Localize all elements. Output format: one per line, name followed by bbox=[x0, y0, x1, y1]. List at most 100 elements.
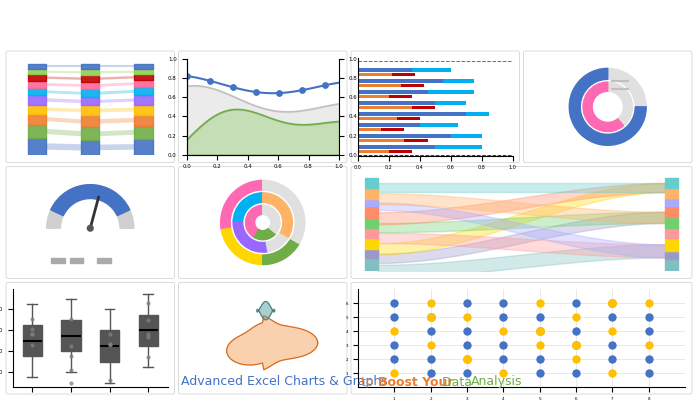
Wedge shape bbox=[262, 239, 299, 264]
Point bbox=[104, 341, 115, 347]
Text: Boost Your: Boost Your bbox=[378, 376, 458, 388]
Point bbox=[274, 90, 285, 96]
Bar bbox=[28, 69, 46, 74]
Point bbox=[570, 342, 581, 348]
Bar bbox=[404, 139, 427, 142]
Bar bbox=[358, 101, 436, 105]
Point bbox=[27, 331, 38, 337]
Point bbox=[607, 356, 618, 362]
Point bbox=[66, 366, 77, 373]
FancyBboxPatch shape bbox=[179, 167, 347, 278]
Point bbox=[142, 354, 154, 360]
PathPatch shape bbox=[61, 320, 80, 351]
Polygon shape bbox=[227, 316, 318, 370]
Bar bbox=[364, 188, 378, 199]
Wedge shape bbox=[583, 82, 623, 132]
Bar bbox=[81, 82, 99, 89]
Bar bbox=[28, 104, 46, 114]
Text: Analysis: Analysis bbox=[470, 376, 522, 388]
Point bbox=[320, 82, 331, 88]
Point bbox=[204, 78, 215, 84]
Point bbox=[142, 334, 154, 340]
Point bbox=[534, 328, 545, 334]
FancyBboxPatch shape bbox=[179, 282, 347, 394]
Point bbox=[570, 328, 581, 334]
FancyBboxPatch shape bbox=[6, 282, 174, 394]
Text: to: to bbox=[361, 376, 377, 388]
Bar bbox=[358, 106, 412, 109]
Point bbox=[389, 314, 400, 320]
Bar bbox=[389, 150, 412, 153]
Bar bbox=[81, 69, 99, 76]
Bar bbox=[412, 68, 451, 72]
FancyBboxPatch shape bbox=[351, 282, 692, 394]
Point bbox=[425, 314, 436, 320]
Bar bbox=[451, 134, 482, 138]
Wedge shape bbox=[262, 193, 292, 237]
Bar bbox=[135, 126, 153, 139]
Point bbox=[297, 87, 308, 93]
Point bbox=[66, 352, 77, 359]
Point bbox=[142, 316, 154, 323]
Bar bbox=[70, 258, 83, 263]
Point bbox=[104, 330, 115, 337]
Bar bbox=[358, 90, 427, 94]
Bar bbox=[358, 150, 389, 153]
Point bbox=[643, 370, 654, 376]
Circle shape bbox=[256, 216, 269, 229]
Point bbox=[66, 379, 77, 386]
Point bbox=[142, 300, 154, 306]
Bar bbox=[412, 106, 436, 109]
Wedge shape bbox=[570, 68, 646, 145]
Point bbox=[227, 84, 238, 90]
Point bbox=[142, 330, 154, 337]
Bar bbox=[97, 258, 111, 263]
Wedge shape bbox=[254, 228, 276, 240]
Point bbox=[425, 356, 436, 362]
Point bbox=[425, 328, 436, 334]
Point bbox=[534, 314, 545, 320]
Wedge shape bbox=[266, 232, 288, 252]
Point bbox=[461, 356, 473, 362]
Wedge shape bbox=[608, 82, 632, 126]
Bar bbox=[81, 76, 99, 82]
Wedge shape bbox=[51, 185, 130, 216]
Point bbox=[607, 328, 618, 334]
Polygon shape bbox=[257, 302, 274, 320]
Point bbox=[607, 342, 618, 348]
Bar bbox=[358, 112, 466, 116]
Point bbox=[534, 328, 545, 334]
Bar bbox=[364, 218, 378, 228]
Point bbox=[498, 314, 509, 320]
Text: Advanced Excel Charts & Graphs: Advanced Excel Charts & Graphs bbox=[181, 376, 392, 388]
Wedge shape bbox=[608, 68, 646, 107]
Bar bbox=[28, 138, 46, 155]
Point bbox=[389, 300, 400, 306]
Point bbox=[498, 356, 509, 362]
Point bbox=[389, 328, 400, 334]
Bar bbox=[135, 114, 153, 126]
PathPatch shape bbox=[138, 315, 158, 346]
Bar bbox=[358, 123, 419, 126]
Bar bbox=[81, 127, 99, 140]
Bar bbox=[436, 101, 466, 105]
Bar bbox=[28, 125, 46, 138]
Point bbox=[104, 377, 115, 384]
FancyBboxPatch shape bbox=[351, 51, 519, 163]
Bar bbox=[396, 117, 419, 120]
Wedge shape bbox=[233, 193, 262, 222]
Wedge shape bbox=[262, 180, 305, 244]
Point bbox=[461, 314, 473, 320]
Point bbox=[498, 342, 509, 348]
Point bbox=[570, 356, 581, 362]
Point bbox=[389, 342, 400, 348]
Point bbox=[425, 342, 436, 348]
Bar bbox=[358, 145, 436, 148]
Point bbox=[461, 342, 473, 348]
FancyBboxPatch shape bbox=[524, 51, 692, 163]
Bar bbox=[28, 96, 46, 104]
Bar bbox=[358, 79, 443, 83]
Bar bbox=[665, 228, 678, 238]
Point bbox=[498, 328, 509, 334]
Bar bbox=[364, 258, 378, 271]
